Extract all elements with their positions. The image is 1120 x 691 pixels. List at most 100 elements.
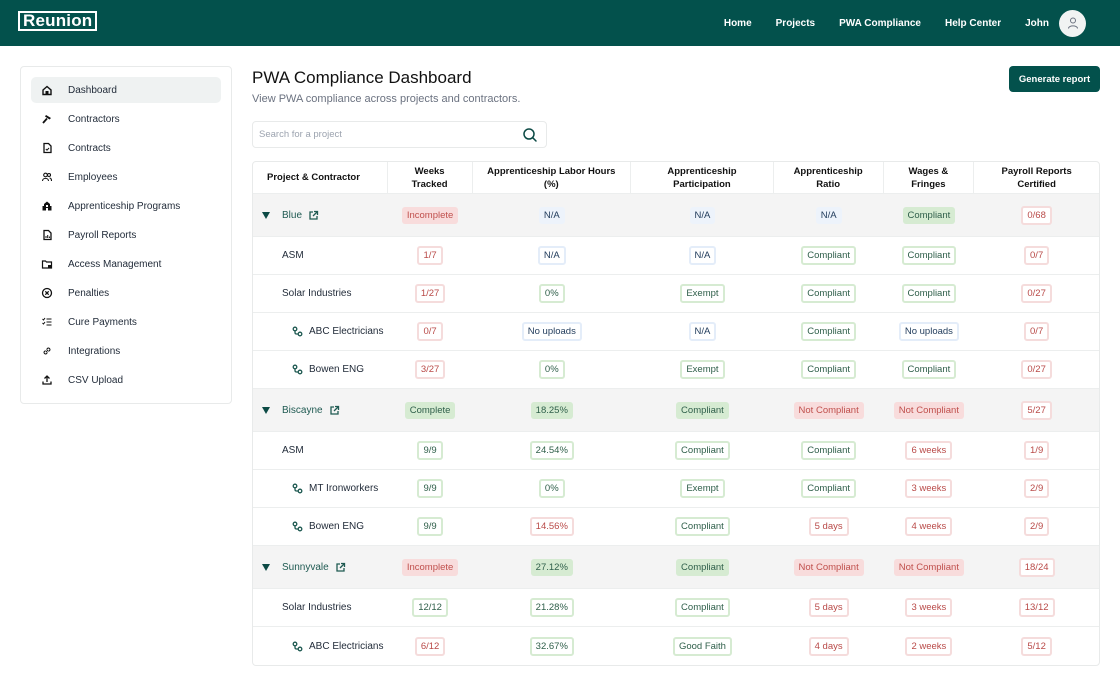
table-cell: Compliant xyxy=(631,546,774,588)
sidebar-item-access-management[interactable]: Access Management xyxy=(31,251,221,277)
search-icon[interactable] xyxy=(522,127,538,143)
sidebar-item-label: Access Management xyxy=(68,258,162,270)
table-cell: 0/27 xyxy=(974,351,1099,388)
status-badge: Not Compliant xyxy=(793,401,864,419)
status-badge: 21.28% xyxy=(529,598,574,617)
table-cell: 2 weeks xyxy=(884,627,975,665)
status-badge: Exempt xyxy=(680,284,725,303)
status-badge: Compliant xyxy=(801,284,857,303)
table-cell: 13/12 xyxy=(974,589,1099,626)
contractor-row: Solar Industries 1/27 0% Exempt Compliant Com… xyxy=(253,275,1099,313)
status-badge: 0/7 xyxy=(417,322,443,341)
subcontractor-name: ABC Electricians xyxy=(253,641,383,652)
table-cell: 9/9 xyxy=(388,508,473,545)
table-cell: 14.56% xyxy=(472,508,631,545)
generate-report-button[interactable]: Generate report xyxy=(1009,66,1100,92)
status-badge: 5/27 xyxy=(1021,400,1052,420)
column-header[interactable]: Weeks Tracked xyxy=(388,162,473,193)
column-header[interactable]: Wages & Fringes xyxy=(884,162,975,193)
page-title: PWA Compliance Dashboard xyxy=(252,68,472,87)
external-link-icon[interactable] xyxy=(308,210,319,221)
sidebar-item-cure-payments[interactable]: Cure Payments xyxy=(31,309,221,335)
project-name-text[interactable]: Blue xyxy=(282,209,303,221)
table-cell: Compliant xyxy=(774,275,884,312)
avatar[interactable] xyxy=(1059,9,1086,37)
table-cell: 24.54% xyxy=(472,432,631,469)
project-name-text[interactable]: Sunnyvale xyxy=(282,561,329,573)
external-link-icon[interactable] xyxy=(329,405,340,416)
table-cell: Incomplete xyxy=(388,546,473,588)
report-icon xyxy=(41,229,53,241)
status-badge: N/A xyxy=(688,322,717,341)
status-badge: Compliant xyxy=(901,246,957,265)
sidebar-item-integrations[interactable]: Integrations xyxy=(31,338,221,364)
subcontractor-name-text: ABC Electricians xyxy=(309,326,384,337)
collapse-triangle-icon[interactable] xyxy=(262,406,270,414)
collapse-triangle-icon[interactable] xyxy=(262,563,270,571)
page-subtitle: View PWA compliance across projects and … xyxy=(252,93,521,105)
status-badge: No uploads xyxy=(898,322,959,341)
contractor-row: ASM 9/9 24.54% Compliant Compliant 6 weeks 1/9 xyxy=(253,432,1099,470)
sidebar-item-dashboard[interactable]: Dashboard xyxy=(31,77,221,103)
sidebar-item-csv-upload[interactable]: CSV Upload xyxy=(31,367,221,393)
sidebar-item-payroll-reports[interactable]: Payroll Reports xyxy=(31,222,221,248)
column-header[interactable]: Apprenticeship Labor Hours (%) xyxy=(473,162,632,193)
sidebar-item-employees[interactable]: Employees xyxy=(31,164,221,190)
nav-projects[interactable]: Projects xyxy=(775,17,816,29)
external-link-icon[interactable] xyxy=(335,562,346,573)
sidebar-item-label: Payroll Reports xyxy=(68,229,137,241)
nav-pwa-compliance[interactable]: PWA Compliance xyxy=(839,17,921,29)
sidebar-item-contractors[interactable]: Contractors xyxy=(31,106,221,132)
status-badge: 0/7 xyxy=(1024,246,1050,265)
status-badge: 5 days xyxy=(808,517,849,536)
status-badge: 0/27 xyxy=(1021,284,1052,303)
status-badge: Exempt xyxy=(680,479,725,498)
subcontractor-link-icon xyxy=(292,521,303,532)
nav-help-center[interactable]: Help Center xyxy=(944,17,1002,29)
status-badge: 4 days xyxy=(808,636,849,656)
contractor-name: ASM xyxy=(282,445,304,456)
status-badge: Compliant xyxy=(675,517,730,536)
status-badge: Incomplete xyxy=(401,206,459,224)
sidebar-item-apprenticeship-programs[interactable]: Apprenticeship Programs xyxy=(31,193,221,219)
hammer-icon xyxy=(41,113,53,125)
table-cell: 4 days xyxy=(774,627,884,665)
contractor-row: Bowen ENG 9/9 14.56% Compliant 5 days 4 weeks… xyxy=(253,508,1099,546)
status-badge: 9/9 xyxy=(417,479,443,498)
table-cell: Compliant xyxy=(774,432,884,469)
collapse-triangle-icon[interactable] xyxy=(262,211,270,219)
sidebar-item-contracts[interactable]: Contracts xyxy=(31,135,221,161)
table-header-row: Project & Contractor Weeks Tracked Apprent… xyxy=(253,162,1099,194)
status-badge: Compliant xyxy=(901,284,957,303)
project-name[interactable]: Sunnyvale xyxy=(282,562,346,573)
column-header[interactable]: Apprenticeship Ratio xyxy=(774,162,884,193)
column-header[interactable]: Project & Contractor xyxy=(253,162,388,193)
table-cell: 2/9 xyxy=(974,508,1099,545)
status-badge: N/A xyxy=(537,246,566,265)
status-badge: 0/27 xyxy=(1021,360,1052,379)
user-name[interactable]: John xyxy=(1025,17,1049,29)
project-contractor-cell: ABC Electricians xyxy=(253,313,388,350)
project-name-text[interactable]: Biscayne xyxy=(282,404,323,416)
column-header[interactable]: Payroll Reports Certified xyxy=(1001,165,1072,190)
table-cell: 3/27 xyxy=(388,351,473,388)
status-badge: 9/9 xyxy=(417,441,443,460)
status-badge: Compliant xyxy=(902,206,956,224)
sidebar-item-penalties[interactable]: Penalties xyxy=(31,280,221,306)
status-badge: 13/12 xyxy=(1018,598,1055,617)
status-badge: 5 days xyxy=(808,598,849,617)
table-cell: 1/27 xyxy=(388,275,473,312)
table-cell: 0/7 xyxy=(974,237,1099,274)
column-header[interactable]: Apprenticeship Participation xyxy=(631,162,774,193)
status-badge: 9/9 xyxy=(417,517,443,536)
project-name[interactable]: Blue xyxy=(282,210,319,221)
nav-home[interactable]: Home xyxy=(723,17,752,29)
status-badge: Not Compliant xyxy=(793,558,864,576)
search-input[interactable]: Search for a project xyxy=(252,121,547,148)
project-name[interactable]: Biscayne xyxy=(282,405,340,416)
status-badge: Compliant xyxy=(801,360,857,379)
subcontractor-name-text: Bowen ENG xyxy=(309,521,365,532)
reunion-logo[interactable]: Reunion xyxy=(18,11,98,31)
sidebar-item-label: Cure Payments xyxy=(68,316,137,328)
checklist-icon xyxy=(41,316,53,328)
